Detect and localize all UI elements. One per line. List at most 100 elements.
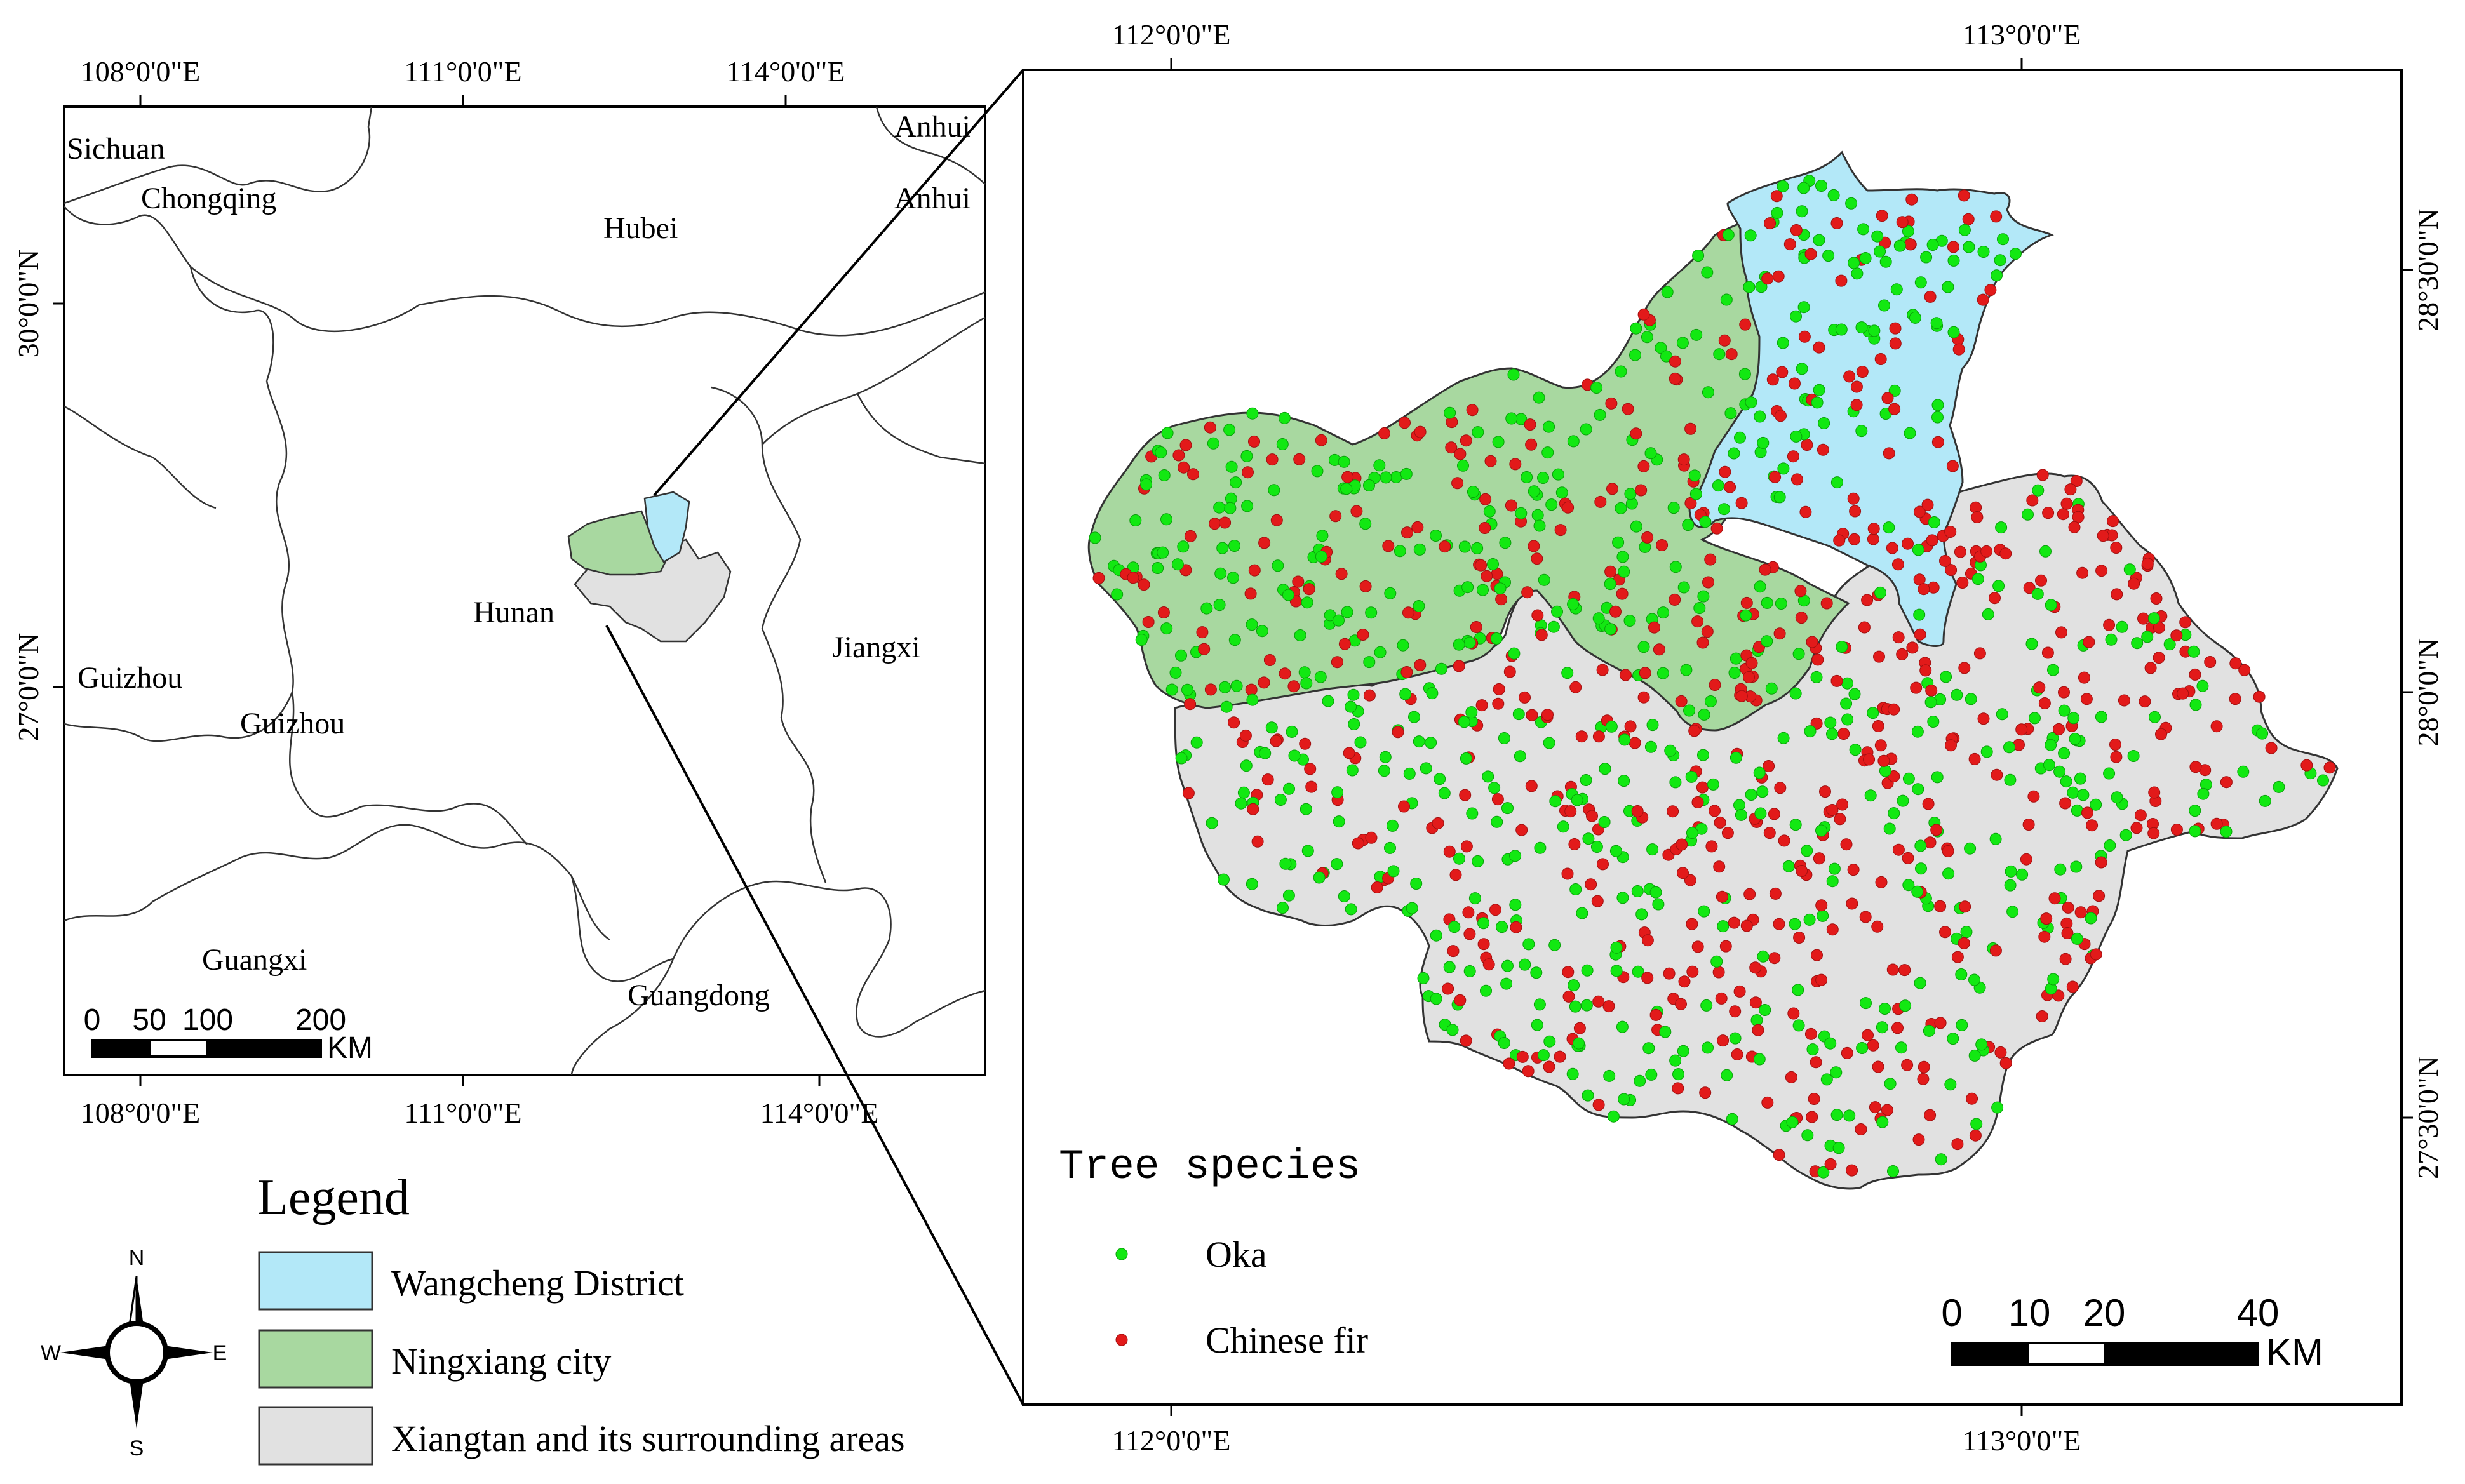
oka-sample-point <box>2032 484 2045 497</box>
oka-sample-point <box>1688 469 1701 482</box>
chinese-fir-sample-point <box>1489 904 1501 916</box>
oka-sample-point <box>1272 559 1284 572</box>
chinese-fir-sample-point <box>1772 270 1785 283</box>
chinese-fir-sample-point <box>1526 709 1538 721</box>
chinese-fir-sample-point <box>1891 1022 1904 1034</box>
legend-label-xiangtan: Xiangtan and its surrounding areas <box>391 1418 905 1459</box>
chinese-fir-sample-point <box>1918 583 1930 596</box>
chinese-fir-sample-point <box>1639 667 1651 679</box>
oka-sample-point <box>1277 902 1289 914</box>
oka-sample-point <box>1970 1118 1983 1130</box>
overview-scale-label: 100 <box>182 1003 233 1037</box>
chinese-fir-sample-point <box>1172 449 1185 462</box>
oka-sample-point <box>1430 929 1442 942</box>
oka-sample-point <box>1931 411 1944 424</box>
detail-scale-unit: KM <box>2266 1331 2323 1374</box>
chinese-fir-sample-point <box>1793 932 1806 944</box>
overview-top-tick-label: 111°0'0"E <box>404 55 521 88</box>
chinese-fir-sample-point <box>1524 418 1536 431</box>
chinese-fir-sample-point <box>1931 436 1944 448</box>
chinese-fir-sample-point <box>1787 1007 1800 1020</box>
chinese-fir-sample-point <box>1592 1099 1605 1111</box>
chinese-fir-sample-point <box>1443 845 1456 858</box>
oka-sample-point <box>1996 708 2008 721</box>
oka-sample-point <box>1965 693 1977 705</box>
chinese-fir-sample-point <box>1479 493 1492 505</box>
oka-sample-point <box>1826 875 1839 888</box>
oka-sample-point <box>1531 509 1544 521</box>
oka-sample-point <box>1977 246 1990 258</box>
oka-sample-point <box>2058 704 2071 717</box>
oka-sample-point <box>1623 615 1636 627</box>
oka-sample-point <box>1841 713 1854 726</box>
chinese-fir-sample-point <box>1739 318 1752 331</box>
chinese-fir-sample-point <box>1813 341 1825 354</box>
oka-sample-point <box>1904 427 1916 439</box>
oka-sample-point <box>1750 1014 1763 1027</box>
chinese-fir-sample-point <box>1945 564 1958 577</box>
chinese-fir-sample-point <box>1637 460 1650 472</box>
oka-sample-point <box>1298 666 1311 679</box>
chinese-fir-sample-point <box>1715 992 1728 1005</box>
oka-sample-point <box>1549 795 1562 808</box>
chinese-fir-sample-point <box>2238 664 2251 676</box>
oka-sample-point <box>1496 921 1508 933</box>
chinese-fir-sample-point <box>1248 564 1261 577</box>
oka-sample-point <box>1135 634 1148 646</box>
chinese-fir-sample-point <box>1735 690 1748 702</box>
oka-sample-point <box>1947 254 1960 267</box>
oka-sample-point <box>1537 472 1549 484</box>
chinese-fir-sample-point <box>1783 238 1796 251</box>
chinese-fir-sample-point <box>1335 568 1348 580</box>
chinese-fir-sample-point <box>2137 612 2149 625</box>
overview-left-tick-label: 27°0'0"N <box>12 633 44 742</box>
chinese-fir-sample-point <box>1872 720 1884 732</box>
oka-sample-point <box>1817 1166 1830 1179</box>
chinese-fir-sample-point <box>1667 805 1679 818</box>
chinese-fir-sample-point <box>1352 837 1364 850</box>
oka-sample-point <box>1697 590 1710 603</box>
oka-sample-point <box>2022 508 2034 521</box>
oka-sample-point <box>1331 858 1343 871</box>
chinese-fir-sample-point <box>1541 709 1554 721</box>
oka-sample-point <box>1387 865 1400 878</box>
oka-sample-point <box>1771 206 1783 219</box>
chinese-fir-sample-point <box>1991 768 2003 781</box>
oka-sample-point <box>1801 1129 1814 1142</box>
oka-sample-point <box>1824 716 1837 729</box>
chinese-fir-sample-point <box>1637 691 1650 704</box>
chinese-fir-sample-point <box>1934 1017 1947 1029</box>
chinese-fir-sample-point <box>2066 980 2079 993</box>
oka-sample-point <box>1840 697 1853 710</box>
chinese-fir-sample-point <box>2300 759 2313 772</box>
oka-sample-point <box>1420 762 1432 775</box>
oka-sample-point <box>1380 471 1392 484</box>
chinese-fir-sample-point <box>1543 1060 1555 1073</box>
oka-sample-point <box>1458 540 1471 553</box>
oka-sample-point <box>1796 205 1808 218</box>
chinese-fir-sample-point <box>1604 565 1617 578</box>
chinese-fir-sample-point <box>1795 612 1808 624</box>
chinese-fir-sample-point <box>1735 497 1748 509</box>
chinese-fir-sample-point <box>2048 892 2061 905</box>
oka-sample-point <box>1931 771 1944 784</box>
chinese-fir-sample-point <box>1509 458 1522 471</box>
chinese-fir-sample-point <box>1958 662 1971 674</box>
oka-sample-point <box>1902 225 1914 237</box>
chinese-fir-sample-point <box>1606 483 1618 495</box>
chinese-fir-sample-point <box>1867 533 1879 545</box>
chinese-fir-sample-point <box>1910 681 1923 694</box>
chinese-fir-sample-point <box>1516 1050 1529 1063</box>
oka-sample-point <box>1963 241 1975 253</box>
chinese-fir-sample-point <box>1209 518 1221 530</box>
oka-sample-point <box>1457 459 1469 472</box>
oka-sample-point <box>1914 276 1927 289</box>
oka-sample-point <box>2067 712 2080 725</box>
oka-sample-point <box>1157 546 1169 559</box>
oka-sample-point <box>1830 476 1843 489</box>
chinese-fir-sample-point <box>1799 505 1812 518</box>
chinese-fir-sample-point <box>1503 665 1516 678</box>
oka-sample-point <box>1841 677 1853 690</box>
chinese-fir-sample-point <box>1896 216 1909 229</box>
chinese-fir-sample-point <box>1684 422 1697 435</box>
